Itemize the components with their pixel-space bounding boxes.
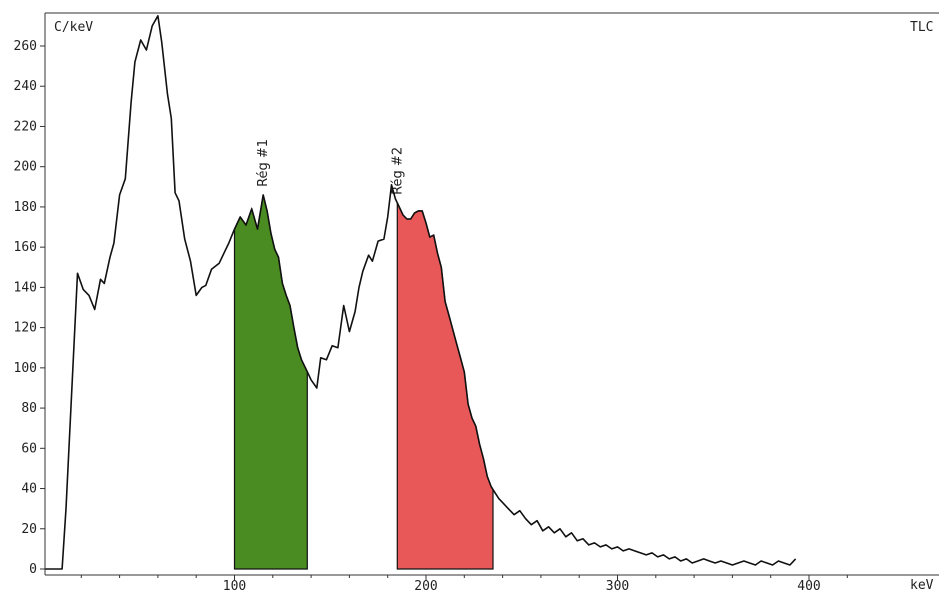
regions-layer: Rég #1 Rég #2 xyxy=(233,139,494,570)
x-tick-label: 200 xyxy=(414,579,437,591)
spectrum-line xyxy=(44,15,797,570)
region-1-label: Rég #1 xyxy=(256,139,271,187)
corner-tag-label: TLC xyxy=(910,20,933,35)
y-tick-label: 220 xyxy=(14,119,37,134)
region-2-label: Rég #2 xyxy=(390,147,405,195)
region-1-area xyxy=(233,194,308,570)
y-tick-label: 120 xyxy=(14,321,37,336)
y-axis-unit-label: C/keV xyxy=(54,20,93,35)
y-tick-label: 0 xyxy=(29,562,37,577)
x-axis-unit-label: keV xyxy=(910,578,934,591)
ticks-layer: 0 20 40 60 80 100 120 140 160 180 200 220 240 260 100 2… xyxy=(14,39,848,591)
y-tick-label: 40 xyxy=(21,482,37,497)
x-tick-label: 300 xyxy=(606,579,629,591)
y-tick-label: 260 xyxy=(14,39,37,54)
y-tick-label: 240 xyxy=(14,79,37,94)
y-tick-label: 160 xyxy=(14,240,37,255)
y-tick-label: 200 xyxy=(14,160,37,175)
axes-layer xyxy=(44,12,939,576)
y-tick-label: 140 xyxy=(14,280,37,295)
y-tick-label: 80 xyxy=(21,401,37,416)
y-tick-label: 20 xyxy=(21,522,37,537)
x-tick-label: 100 xyxy=(223,579,246,591)
region-2-area xyxy=(396,202,494,570)
y-tick-label: 60 xyxy=(21,441,37,456)
y-tick-label: 180 xyxy=(14,200,37,215)
x-tick-label: 400 xyxy=(797,579,820,591)
y-tick-label: 100 xyxy=(14,361,37,376)
